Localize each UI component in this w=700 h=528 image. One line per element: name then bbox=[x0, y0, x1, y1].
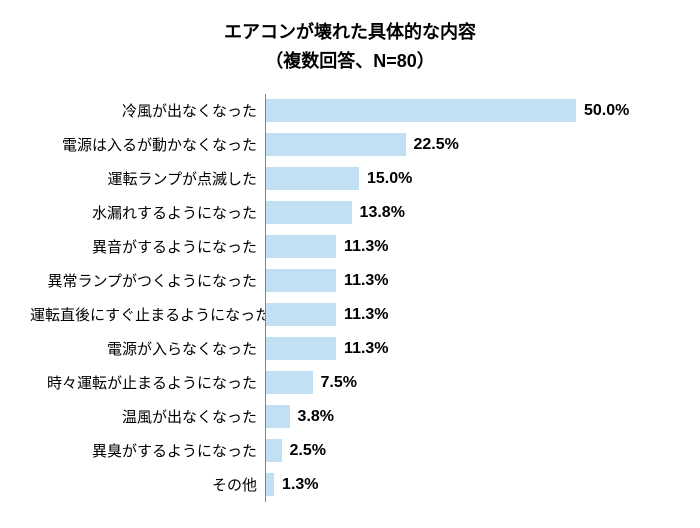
bar bbox=[266, 167, 359, 190]
bar bbox=[266, 133, 406, 156]
chart-row: 異音がするようになった 11.3% bbox=[30, 230, 670, 264]
category-label: 運転直後にすぐ止まるようになった bbox=[30, 304, 265, 325]
value-label: 7.5% bbox=[313, 374, 357, 392]
value-label: 1.3% bbox=[274, 476, 318, 494]
bar bbox=[266, 303, 336, 326]
category-label: 時々運転が止まるようになった bbox=[30, 372, 265, 393]
chart-row: 温風が出なくなった 3.8% bbox=[30, 400, 670, 434]
bar-track: 1.3% bbox=[265, 468, 670, 502]
value-label: 11.3% bbox=[336, 272, 388, 290]
category-label: 冷風が出なくなった bbox=[30, 100, 265, 121]
chart-container: エアコンが壊れた具体的な内容 （複数回答、N=80） 冷風が出なくなった 50.0… bbox=[0, 0, 700, 528]
bar-track: 2.5% bbox=[265, 434, 670, 468]
value-label: 11.3% bbox=[336, 238, 388, 256]
value-label: 11.3% bbox=[336, 306, 388, 324]
chart-row: 電源は入るが動かなくなった 22.5% bbox=[30, 128, 670, 162]
bar bbox=[266, 473, 274, 496]
category-label: 運転ランプが点滅した bbox=[30, 168, 265, 189]
bar bbox=[266, 371, 313, 394]
bar bbox=[266, 269, 336, 292]
value-label: 22.5% bbox=[406, 136, 459, 154]
chart-title: エアコンが壊れた具体的な内容 （複数回答、N=80） bbox=[30, 18, 670, 76]
chart-row: 時々運転が止まるようになった 7.5% bbox=[30, 366, 670, 400]
category-label: 異臭がするようになった bbox=[30, 440, 265, 461]
bar-track: 11.3% bbox=[265, 332, 670, 366]
value-label: 15.0% bbox=[359, 170, 412, 188]
bar bbox=[266, 405, 290, 428]
value-label: 3.8% bbox=[290, 408, 334, 426]
category-label: 電源は入るが動かなくなった bbox=[30, 134, 265, 155]
category-label: その他 bbox=[30, 474, 265, 495]
value-label: 13.8% bbox=[352, 204, 405, 222]
value-label: 2.5% bbox=[282, 442, 326, 460]
bar-track: 7.5% bbox=[265, 366, 670, 400]
chart-row: その他 1.3% bbox=[30, 468, 670, 502]
chart-row: 電源が入らなくなった 11.3% bbox=[30, 332, 670, 366]
bar bbox=[266, 99, 576, 122]
category-label: 水漏れするようになった bbox=[30, 202, 265, 223]
bar bbox=[266, 235, 336, 258]
chart-title-line1: エアコンが壊れた具体的な内容 bbox=[30, 18, 670, 47]
category-label: 異音がするようになった bbox=[30, 236, 265, 257]
bar-track: 13.8% bbox=[265, 196, 670, 230]
bar-track: 11.3% bbox=[265, 298, 670, 332]
chart-row: 運転ランプが点滅した 15.0% bbox=[30, 162, 670, 196]
bar-track: 3.8% bbox=[265, 400, 670, 434]
chart-title-line2: （複数回答、N=80） bbox=[30, 47, 670, 76]
bar bbox=[266, 439, 282, 462]
chart-row: 異臭がするようになった 2.5% bbox=[30, 434, 670, 468]
bar-track: 11.3% bbox=[265, 230, 670, 264]
chart-row: 運転直後にすぐ止まるようになった 11.3% bbox=[30, 298, 670, 332]
category-label: 温風が出なくなった bbox=[30, 406, 265, 427]
category-label: 異常ランプがつくようになった bbox=[30, 270, 265, 291]
bar bbox=[266, 201, 352, 224]
value-label: 11.3% bbox=[336, 340, 388, 358]
value-label: 50.0% bbox=[576, 102, 629, 120]
bar-track: 15.0% bbox=[265, 162, 670, 196]
chart-row: 冷風が出なくなった 50.0% bbox=[30, 94, 670, 128]
chart-row: 水漏れするようになった 13.8% bbox=[30, 196, 670, 230]
chart-rows: 冷風が出なくなった 50.0% 電源は入るが動かなくなった 22.5% 運転ランプが点滅… bbox=[30, 94, 670, 502]
bar-track: 22.5% bbox=[265, 128, 670, 162]
chart-row: 異常ランプがつくようになった 11.3% bbox=[30, 264, 670, 298]
bar bbox=[266, 337, 336, 360]
bar-track: 11.3% bbox=[265, 264, 670, 298]
bar-track: 50.0% bbox=[265, 94, 670, 128]
category-label: 電源が入らなくなった bbox=[30, 338, 265, 359]
